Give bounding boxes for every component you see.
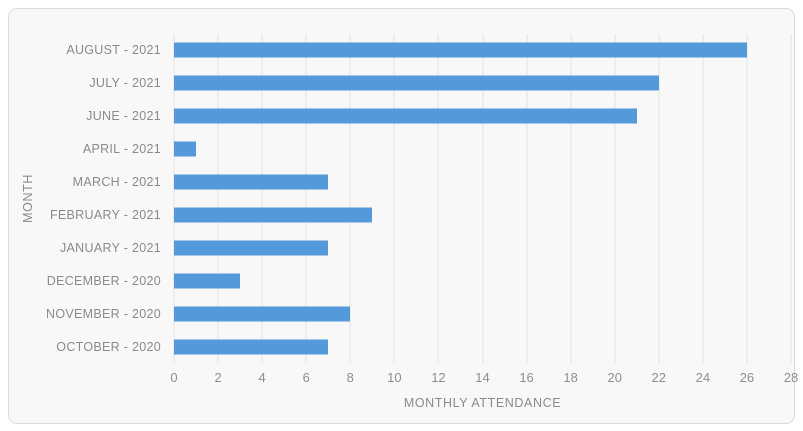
- gridline: [614, 34, 616, 363]
- gridline: [790, 34, 792, 363]
- x-tick-label: 18: [563, 370, 578, 385]
- bar-july-2021[interactable]: [174, 75, 659, 91]
- gridline: [658, 34, 660, 363]
- x-tick-label: 2: [214, 370, 222, 385]
- y-axis-labels: AUGUST - 2021 JULY - 2021 JUNE - 2021 APRIL…: [9, 34, 161, 363]
- gridline: [305, 34, 307, 363]
- category-label: NOVEMBER - 2020: [46, 306, 161, 321]
- bar-november-2020[interactable]: [174, 306, 351, 322]
- bar-march-2021[interactable]: [174, 174, 329, 190]
- category-label: DECEMBER - 2020: [46, 273, 161, 288]
- gridline: [437, 34, 439, 363]
- bar-june-2021[interactable]: [174, 108, 637, 124]
- gridline: [526, 34, 528, 363]
- x-tick-label: 4: [258, 370, 266, 385]
- gridline: [173, 34, 175, 363]
- gridline: [482, 34, 483, 363]
- category-label: MARCH - 2021: [72, 175, 161, 190]
- gridline: [261, 34, 263, 363]
- category-label: OCTOBER - 2020: [56, 339, 161, 354]
- x-tick-label: 6: [302, 370, 310, 385]
- bar-april-2021[interactable]: [174, 141, 197, 157]
- chart-card: MONTH AUGUST - 2021 JULY - 2021 JUNE - 202…: [8, 8, 798, 424]
- x-tick-label: 16: [519, 370, 534, 385]
- x-axis-title: MONTHLY ATTENDANCE: [403, 396, 562, 410]
- x-tick-label: 22: [651, 370, 667, 385]
- x-tick-label: 26: [739, 370, 755, 385]
- x-axis-ticks: 0 2 4 6 8 10 12 14 16 18 20 22 24 26 28: [170, 370, 798, 386]
- bar-october-2020[interactable]: [174, 339, 329, 355]
- gridline: [570, 34, 572, 363]
- category-label: JANUARY - 2021: [59, 240, 161, 255]
- gridline: [702, 34, 704, 363]
- category-label: AUGUST - 2021: [66, 43, 161, 58]
- bar-february-2021[interactable]: [174, 207, 373, 223]
- category-label: APRIL - 2021: [82, 142, 161, 157]
- x-tick-label: 12: [431, 370, 446, 385]
- gridline: [217, 34, 219, 363]
- bar-january-2021[interactable]: [174, 240, 329, 256]
- x-tick-label: 14: [475, 370, 490, 385]
- x-tick-label: 8: [346, 370, 354, 385]
- x-tick-label: 0: [170, 370, 178, 385]
- category-label: JULY - 2021: [89, 76, 161, 91]
- gridline: [393, 34, 395, 363]
- x-tick-label: 20: [607, 370, 622, 385]
- x-tick-label: 28: [783, 370, 799, 385]
- category-label: JUNE - 2021: [86, 109, 161, 124]
- category-label: FEBRUARY - 2021: [49, 207, 161, 222]
- gridline: [746, 34, 748, 363]
- gridline: [349, 34, 351, 363]
- bar-december-2020[interactable]: [174, 273, 241, 289]
- plot-area: [173, 34, 792, 363]
- x-tick-label: 10: [387, 370, 402, 385]
- x-tick-label: 24: [695, 370, 711, 385]
- bar-august-2021[interactable]: [174, 42, 747, 58]
